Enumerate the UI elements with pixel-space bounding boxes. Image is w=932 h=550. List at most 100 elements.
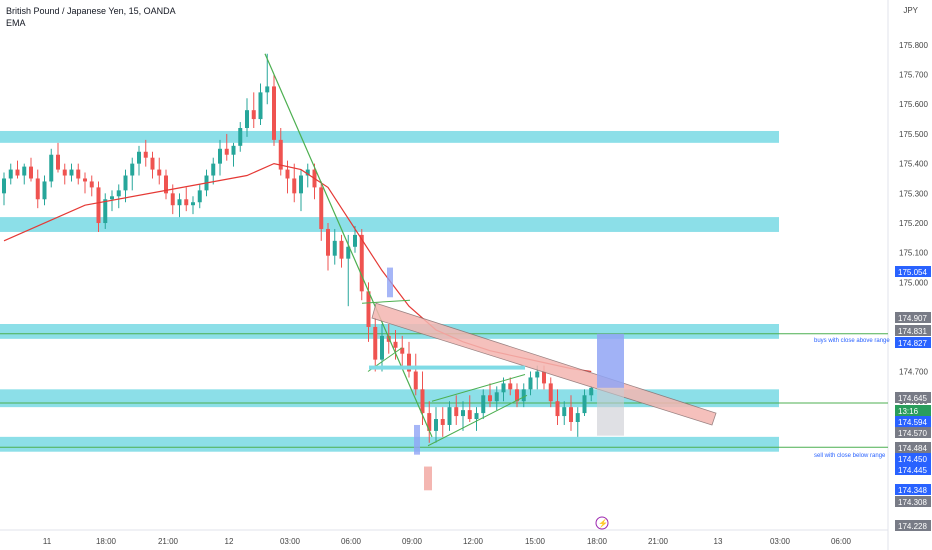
price-label-bg-6 xyxy=(895,416,931,427)
x-tick-9: 18:00 xyxy=(587,537,608,546)
candle-body-47 xyxy=(319,187,324,229)
candle-body-85 xyxy=(575,413,580,422)
candle-body-25 xyxy=(170,193,175,206)
candle-body-16 xyxy=(110,196,114,200)
price-label-1: 174.907 xyxy=(898,314,927,323)
candle-body-1 xyxy=(8,169,13,179)
candle-body-11 xyxy=(76,169,81,179)
trend-line-main xyxy=(264,53,433,438)
candle-body-36 xyxy=(245,110,249,128)
long-target-box xyxy=(597,333,624,388)
x-tick-10: 21:00 xyxy=(648,537,669,546)
x-tick-11: 13 xyxy=(714,537,723,546)
x-tick-8: 15:00 xyxy=(525,537,546,546)
candle-body-71 xyxy=(481,395,486,414)
candle-body-0 xyxy=(2,178,6,194)
candle-body-67 xyxy=(454,407,459,417)
price-label-0: 175.054 xyxy=(898,268,927,277)
y-tick-7: 175.100 xyxy=(899,249,928,258)
candle-body-75 xyxy=(508,383,513,390)
price-label-13: 174.228 xyxy=(898,522,927,531)
price-label-7: 174.570 xyxy=(898,429,927,438)
candle-body-56 xyxy=(380,335,384,360)
candle-body-27 xyxy=(184,199,189,206)
candle-body-44 xyxy=(299,175,303,194)
candle-body-48 xyxy=(326,228,330,256)
candle-body-20 xyxy=(137,151,141,164)
price-label-2: 174.831 xyxy=(898,327,927,336)
sr-zone-4 xyxy=(0,436,779,452)
candle-body-13 xyxy=(89,181,94,188)
chart-title: British Pound / Japanese Yen, 15, OANDA xyxy=(6,6,176,16)
candle-body-66 xyxy=(447,407,452,425)
y-tick-5: 175.300 xyxy=(899,189,928,198)
x-tick-5: 06:00 xyxy=(341,537,362,546)
price-label-bg-12 xyxy=(895,496,931,507)
candle-body-83 xyxy=(562,407,567,417)
candle-body-70 xyxy=(474,413,479,420)
x-tick-1: 18:00 xyxy=(96,537,117,546)
candle-body-17 xyxy=(116,190,121,197)
candle-body-23 xyxy=(157,169,162,176)
candle-body-10 xyxy=(69,169,74,176)
price-label-bg-11 xyxy=(895,484,931,495)
price-label-bg-1 xyxy=(895,312,931,323)
x-tick-4: 03:00 xyxy=(280,537,301,546)
y-tick-10: 174.700 xyxy=(899,368,928,377)
candle-body-12 xyxy=(83,178,87,182)
y-tick-1: 175.700 xyxy=(899,71,928,80)
candle-body-50 xyxy=(339,240,344,259)
x-tick-2: 21:00 xyxy=(158,537,179,546)
candle-body-35 xyxy=(238,128,243,146)
candle-body-54 xyxy=(366,291,371,327)
lightning-badge xyxy=(595,516,609,530)
candle-body-58 xyxy=(393,341,398,348)
candle-body-7 xyxy=(49,154,54,182)
candle-body-55 xyxy=(373,326,378,360)
candle-body-76 xyxy=(515,389,519,402)
sr-zone-1 xyxy=(0,217,779,232)
buy-note: buys with close above range xyxy=(814,338,890,344)
candle-body-29 xyxy=(197,190,202,203)
stop-box xyxy=(424,466,432,491)
price-label-9: 174.450 xyxy=(898,455,927,464)
candle-body-86 xyxy=(582,395,587,414)
candle-body-42 xyxy=(285,169,290,179)
price-label-bg-0 xyxy=(895,266,931,277)
price-label-bg-4 xyxy=(895,392,931,403)
candle-body-80 xyxy=(542,371,546,384)
candle-body-69 xyxy=(467,410,472,420)
x-tick-13: 06:00 xyxy=(831,537,852,546)
price-label-bg-13 xyxy=(895,520,931,531)
candle-body-52 xyxy=(353,234,357,247)
candle-body-45 xyxy=(305,169,310,176)
candle-body-64 xyxy=(434,419,438,431)
x-tick-0: 11 xyxy=(43,537,52,546)
sell-note: sell with close below range xyxy=(814,453,886,459)
wedge-lower xyxy=(427,394,528,447)
price-label-bg-3 xyxy=(895,337,931,348)
candle-body-78 xyxy=(528,377,533,390)
candle-body-82 xyxy=(555,401,560,417)
candle-body-28 xyxy=(191,202,195,206)
price-label-12: 174.308 xyxy=(898,498,927,507)
candle-body-81 xyxy=(548,383,553,402)
y-tick-3: 175.500 xyxy=(899,130,928,139)
mini-zone xyxy=(369,365,525,370)
candle-body-72 xyxy=(488,395,492,402)
price-label-11: 174.348 xyxy=(898,486,927,495)
candle-body-37 xyxy=(251,110,256,120)
price-label-bg-8 xyxy=(895,442,931,453)
price-label-bg-7 xyxy=(895,427,931,438)
candle-body-4 xyxy=(29,166,33,179)
candle-body-49 xyxy=(332,240,337,256)
candle-body-68 xyxy=(461,410,465,417)
candle-body-87 xyxy=(589,387,594,396)
candle-body-41 xyxy=(278,139,283,170)
y-tick-2: 175.600 xyxy=(899,100,928,109)
candle-body-38 xyxy=(258,92,263,120)
price-label-3: 174.827 xyxy=(898,339,927,348)
candle-body-59 xyxy=(400,347,405,354)
candle-body-2 xyxy=(15,169,20,176)
